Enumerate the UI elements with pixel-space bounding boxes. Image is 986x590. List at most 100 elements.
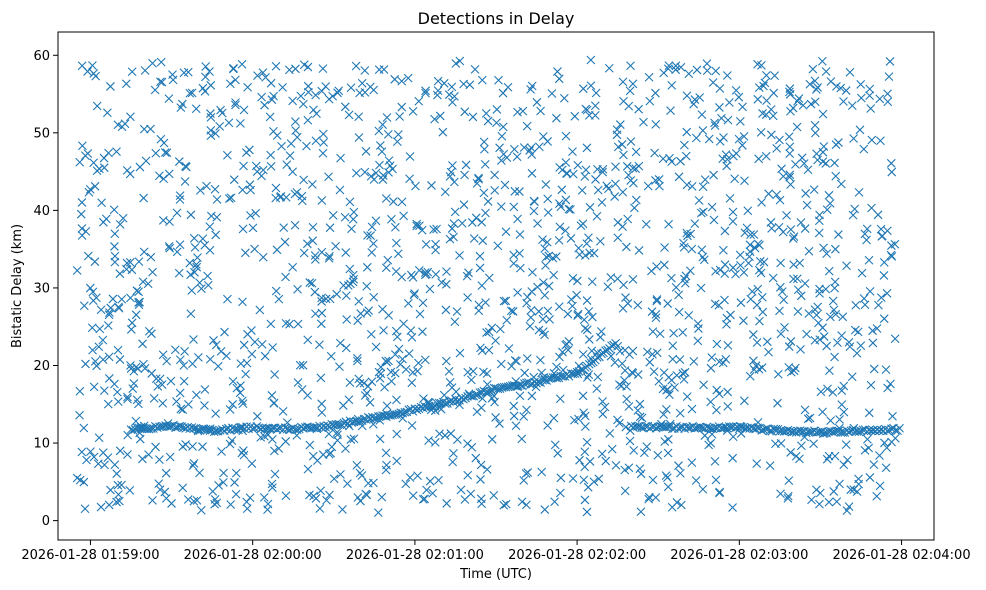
noise-detection-point <box>644 494 654 504</box>
noise-detection-point <box>522 292 532 302</box>
noise-detection-point <box>278 83 287 92</box>
noise-detection-point <box>509 401 519 411</box>
noise-detection-point <box>285 151 295 161</box>
noise-detection-point <box>663 448 673 458</box>
noise-detection-point <box>578 350 588 359</box>
noise-detection-point <box>707 202 717 212</box>
noise-detection-point <box>239 105 249 115</box>
noise-detection-point <box>706 438 716 448</box>
noise-detection-point <box>876 136 885 146</box>
noise-detection-point <box>721 150 731 160</box>
noise-detection-point <box>853 327 863 337</box>
noise-detection-point <box>414 358 423 368</box>
noise-detection-point <box>341 343 351 353</box>
noise-detection-point <box>715 103 724 112</box>
noise-detection-point <box>698 252 708 262</box>
noise-detection-point <box>785 89 795 99</box>
noise-detection-point <box>125 485 135 495</box>
noise-detection-point <box>354 374 364 384</box>
noise-detection-point <box>397 76 407 86</box>
noise-detection-point <box>122 258 132 268</box>
noise-detection-point <box>813 155 822 165</box>
noise-detection-point <box>317 408 327 417</box>
noise-detection-point <box>374 65 384 75</box>
noise-detection-point <box>704 134 714 144</box>
noise-detection-point <box>89 452 99 462</box>
noise-detection-point <box>106 82 115 91</box>
noise-detection-point <box>667 81 677 90</box>
noise-detection-point <box>838 312 848 322</box>
track-detection-point <box>485 386 495 396</box>
noise-detection-point <box>625 436 635 446</box>
noise-detection-point <box>768 111 778 121</box>
noise-detection-point <box>731 269 740 279</box>
noise-detection-point <box>80 504 90 514</box>
noise-detection-point <box>421 88 430 98</box>
noise-detection-point <box>192 496 202 505</box>
noise-detection-point <box>624 463 634 473</box>
noise-detection-point <box>622 161 632 171</box>
noise-detection-point <box>369 292 379 302</box>
noise-detection-point <box>315 504 325 513</box>
noise-detection-point <box>341 248 351 257</box>
noise-detection-point <box>120 119 130 129</box>
noise-detection-point <box>875 451 884 460</box>
noise-detection-point <box>317 196 327 205</box>
noise-detection-point <box>804 246 814 256</box>
noise-detection-point <box>387 376 396 386</box>
noise-detection-point <box>694 196 704 205</box>
noise-detection-point <box>375 141 385 150</box>
noise-detection-point <box>318 148 328 158</box>
noise-detection-point <box>674 461 683 471</box>
noise-detection-point <box>363 230 372 240</box>
noise-detection-point <box>671 283 681 292</box>
noise-detection-point <box>154 479 164 488</box>
noise-detection-point <box>815 499 824 509</box>
noise-detection-point <box>382 113 392 122</box>
noise-detection-point <box>174 268 184 278</box>
noise-detection-point <box>568 273 578 283</box>
noise-detection-point <box>103 399 113 409</box>
noise-detection-point <box>536 355 545 365</box>
noise-detection-point <box>148 267 157 277</box>
noise-detection-point <box>735 250 745 260</box>
noise-detection-point <box>583 482 593 492</box>
noise-detection-point <box>79 423 89 433</box>
noise-detection-point <box>113 120 123 130</box>
noise-detection-point <box>764 189 774 199</box>
noise-detection-point <box>739 316 748 326</box>
noise-detection-point <box>332 427 342 437</box>
noise-detection-point <box>319 138 329 147</box>
noise-detection-point <box>407 421 417 430</box>
noise-detection-point <box>432 224 441 234</box>
y-tick-label: 50 <box>33 126 50 141</box>
noise-detection-point <box>115 496 124 506</box>
noise-detection-point <box>572 290 582 300</box>
noise-detection-point <box>346 83 356 93</box>
noise-detection-point <box>139 359 148 369</box>
noise-detection-point <box>252 411 262 421</box>
noise-detection-point <box>663 434 673 444</box>
noise-detection-point <box>259 492 269 502</box>
noise-detection-point <box>270 370 280 379</box>
noise-detection-point <box>223 294 232 304</box>
noise-detection-point <box>837 386 847 396</box>
noise-detection-point <box>401 364 411 374</box>
track-detection-point <box>126 425 136 435</box>
noise-detection-point <box>212 498 222 508</box>
noise-detection-point <box>377 492 387 502</box>
noise-detection-point <box>613 142 623 152</box>
noise-detection-point <box>303 335 313 345</box>
noise-detection-point <box>381 194 391 203</box>
noise-detection-point <box>556 473 566 483</box>
noise-detection-point <box>547 89 557 98</box>
noise-detection-point <box>257 339 267 349</box>
noise-detection-point <box>834 138 843 147</box>
noise-detection-point <box>786 180 795 189</box>
noise-detection-point <box>635 464 645 474</box>
noise-detection-point <box>574 243 584 253</box>
noise-detection-point <box>195 186 205 195</box>
noise-detection-point <box>205 354 215 364</box>
noise-detection-point <box>779 295 789 305</box>
noise-detection-point <box>680 367 690 377</box>
